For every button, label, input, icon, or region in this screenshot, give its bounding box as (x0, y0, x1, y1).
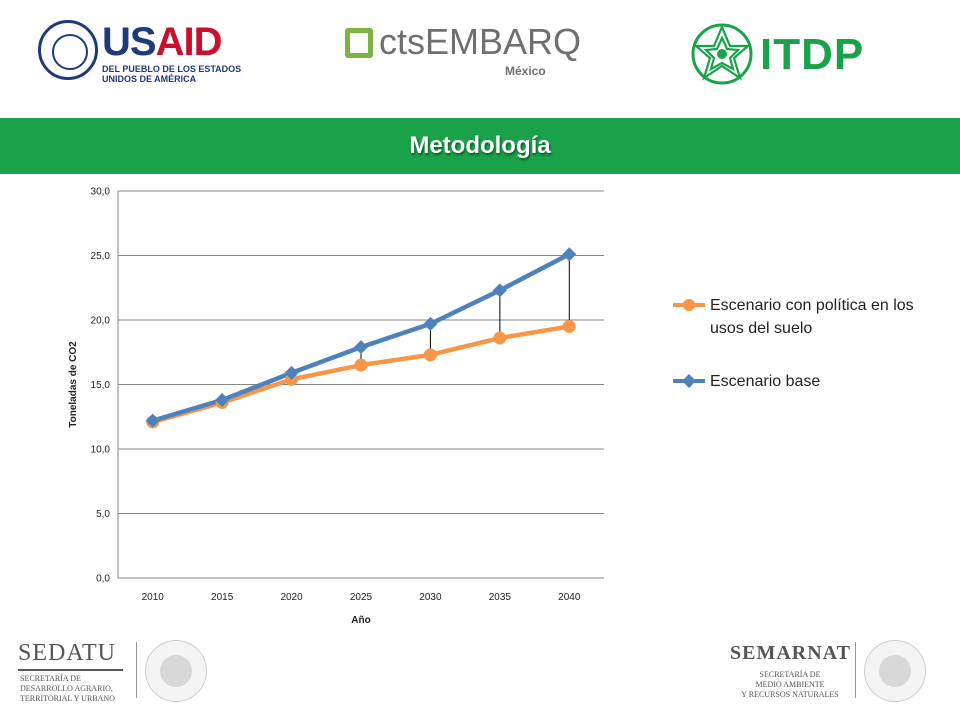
x-tick-label: 2035 (489, 592, 512, 603)
data-point-policy (423, 348, 437, 362)
semarnat-subtitle: SECRETARÍA DE MEDIO AMBIENTE Y RECURSOS … (741, 670, 839, 699)
data-point-policy (493, 331, 507, 345)
legend-label-policy: Escenario con política en los usos del s… (710, 297, 914, 337)
y-tick-label: 20,0 (91, 316, 111, 327)
chart-legend: Escenario con política en los usos del s… (672, 294, 932, 423)
usaid-logo: USAID DEL PUEBLO DE LOS ESTADOS UNIDOS D… (38, 20, 241, 84)
sedatu-subtitle: SECRETARÍA DE DESARROLLO AGRARIO, TERRIT… (20, 674, 115, 703)
mexico-coat-of-arms-icon (864, 640, 926, 702)
x-tick-label: 2040 (558, 592, 581, 603)
x-tick-label: 2015 (211, 592, 234, 603)
data-point-base (423, 316, 438, 331)
usaid-seal-icon (38, 20, 98, 80)
mexico-coat-of-arms-icon (145, 640, 207, 702)
emissions-line-chart: 0,05,010,015,020,025,030,0 2010 2015 2020 2… (68, 187, 604, 626)
data-point-base (215, 392, 230, 407)
y-axis-tick-labels: 0,0 5,0 10,0 15,0 20,0 25,0 30,0 (91, 187, 111, 585)
usaid-subtitle: DEL PUEBLO DE LOS ESTADOS UNIDOS DE AMÉR… (102, 64, 242, 84)
series-lines (152, 252, 571, 425)
embarq-logo: ctsEMBARQ México (345, 22, 581, 82)
series-markers (145, 247, 577, 429)
sedatu-divider (136, 642, 137, 698)
itdp-star-icon (691, 23, 753, 85)
data-point-policy (562, 319, 576, 333)
x-tick-label: 2020 (280, 592, 303, 603)
legend-item-policy: Escenario con política en los usos del s… (672, 294, 932, 340)
data-point-base (492, 283, 507, 298)
y-axis-title: Toneladas de CO2 (68, 341, 79, 428)
legend-item-base: Escenario base (672, 370, 932, 393)
data-point-base (284, 365, 299, 380)
data-point-base (354, 340, 368, 355)
y-tick-label: 10,0 (91, 445, 111, 456)
sedatu-rule (18, 669, 123, 671)
x-tick-label: 2030 (419, 592, 442, 603)
title-band (0, 118, 960, 174)
x-tick-label: 2010 (142, 592, 165, 603)
y-tick-label: 0,0 (96, 574, 110, 585)
x-axis-tick-labels: 2010 2015 2020 2025 2030 2035 2040 (142, 592, 581, 603)
embarq-mark-icon (345, 28, 373, 58)
data-point-policy (354, 358, 368, 372)
itdp-wordmark: ITDP (760, 30, 865, 79)
semarnat-logo: SEMARNAT SECRETARÍA DE MEDIO AMBIENTE Y … (730, 640, 852, 700)
slide-title: Metodología (409, 132, 551, 159)
data-point-base (562, 247, 577, 262)
sedatu-wordmark: SEDATU (18, 640, 117, 666)
legend-label-base: Escenario base (710, 373, 821, 390)
semarnat-divider (855, 642, 856, 698)
x-axis-title: Año (351, 615, 370, 626)
embarq-wordmark: ctsEMBARQ (379, 21, 582, 62)
chart-gridlines (117, 190, 604, 579)
data-point-base (145, 413, 160, 428)
legend-base-diamond-icon (673, 374, 705, 388)
y-tick-label: 25,0 (91, 251, 111, 262)
embarq-country: México (505, 64, 546, 78)
semarnat-wordmark: SEMARNAT (730, 642, 851, 664)
y-tick-label: 30,0 (91, 187, 111, 198)
usaid-wordmark: USAID (102, 20, 222, 64)
legend-policy-circle-icon (673, 299, 705, 311)
itdp-logo: ITDP (690, 22, 870, 88)
x-tick-label: 2025 (350, 592, 373, 603)
y-tick-label: 5,0 (96, 509, 110, 520)
sedatu-logo: SEDATU SECRETARÍA DE DESARROLLO AGRARIO,… (18, 640, 128, 703)
y-tick-label: 15,0 (91, 380, 111, 391)
